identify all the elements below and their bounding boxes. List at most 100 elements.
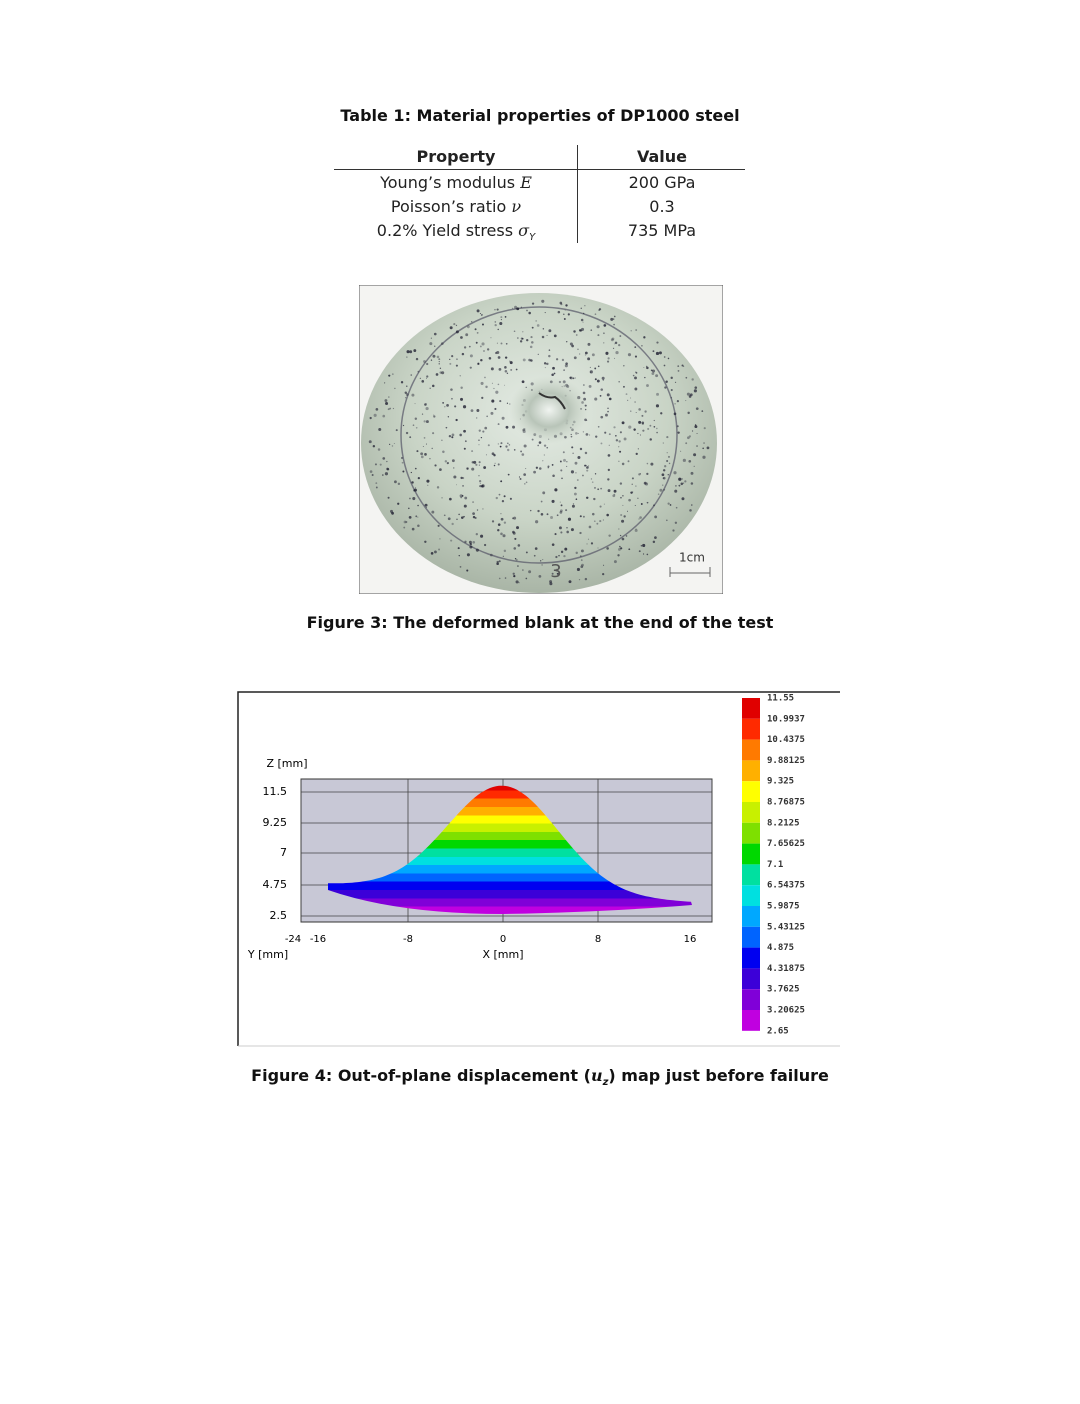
speckle-dot <box>642 553 645 555</box>
speckle-dot <box>441 497 443 499</box>
speckle-dot <box>489 553 493 557</box>
speckle-dot <box>478 480 482 483</box>
speckle-dot <box>499 400 502 403</box>
speckle-dot <box>436 486 440 489</box>
speckle-dot <box>478 461 481 464</box>
speckle-dot <box>378 427 382 431</box>
speckle-dot <box>395 429 398 432</box>
speckle-dot <box>645 365 648 368</box>
speckle-dot <box>468 345 471 348</box>
speckle-dot <box>662 476 666 480</box>
speckle-dot <box>664 465 667 468</box>
speckle-dot <box>368 440 372 444</box>
speckle-dot <box>603 564 605 566</box>
speckle-dot <box>442 401 445 404</box>
speckle-dot <box>491 452 495 456</box>
speckle-dot <box>599 394 602 397</box>
speckle-dot <box>425 377 428 379</box>
speckle-dot <box>681 364 684 367</box>
speckle-dot <box>673 471 677 475</box>
speckle-dot <box>421 413 424 415</box>
speckle-dot <box>630 397 632 399</box>
speckle-dot <box>501 416 505 420</box>
speckle-dot <box>458 554 460 557</box>
speckle-dot <box>693 465 695 467</box>
speckle-dot <box>514 537 517 540</box>
speckle-dot <box>674 521 678 524</box>
speckle-dot <box>594 367 597 370</box>
speckle-dot <box>701 410 704 412</box>
speckle-dot <box>597 334 600 337</box>
speckle-dot <box>498 493 501 496</box>
header-cell: Property <box>416 147 496 166</box>
speckle-dot <box>553 372 556 375</box>
speckle-dot <box>610 338 614 342</box>
speckle-dot <box>674 484 677 487</box>
figure-caption: Figure 3: The deformed blank at the end … <box>306 613 774 632</box>
speckle-dot <box>555 555 558 559</box>
speckle-dot <box>687 411 690 415</box>
legend-label: 7.1 <box>767 860 783 870</box>
speckle-dot <box>371 474 374 477</box>
speckle-dot <box>501 500 505 503</box>
legend-label: 6.54375 <box>767 881 805 891</box>
speckle-dot <box>461 516 464 519</box>
legend: 11.55 10.9937 10.4375 9.88125 9.325 8.76875 8.… <box>742 691 840 1036</box>
speckle-dot <box>402 424 405 427</box>
speckle-dot <box>572 452 574 454</box>
speckle-dot <box>651 372 655 375</box>
speckle-dot <box>386 468 390 471</box>
speckle-dot <box>614 357 616 359</box>
speckle-dot <box>424 540 427 543</box>
speckle-dot <box>573 356 577 360</box>
speckle-dot <box>635 411 637 413</box>
speckle-dot <box>603 324 607 327</box>
speckle-dot <box>497 523 501 526</box>
speckle-dot <box>552 474 555 478</box>
speckle-dot <box>478 439 480 441</box>
speckle-dot <box>673 412 677 416</box>
speckle-dot <box>637 497 639 499</box>
speckle-dot <box>507 442 509 444</box>
legend-swatch <box>742 864 760 886</box>
speckle-dot <box>635 485 637 487</box>
dome <box>509 376 589 444</box>
speckle-dot <box>571 446 574 449</box>
speckle-dot <box>487 444 490 447</box>
speckle-dot <box>462 484 464 487</box>
speckle-dot <box>666 452 668 454</box>
speckle-dot <box>494 351 498 355</box>
speckle-dot <box>613 560 617 564</box>
symbol: E <box>520 173 532 192</box>
speckle-dot <box>500 316 503 319</box>
speckle-dot <box>509 497 512 500</box>
speckle-dot <box>433 332 437 336</box>
speckle-dot <box>481 484 485 488</box>
speckle-dot <box>405 393 409 396</box>
speckle-dot <box>670 397 673 399</box>
z-tick-label: 2.5 <box>270 909 288 922</box>
legend-label: 7.65625 <box>767 839 805 849</box>
speckle-dot <box>541 564 543 566</box>
speckle-dot <box>461 495 464 497</box>
speckle-dot <box>600 388 604 391</box>
speckle-dot <box>500 342 503 345</box>
z-tick-label: 4.75 <box>263 878 288 891</box>
speckle-dot <box>500 480 503 483</box>
subscript: z <box>602 1077 609 1089</box>
speckle-dot <box>506 402 509 404</box>
speckle-dot <box>458 513 460 516</box>
speckle-dot <box>438 363 440 365</box>
speckle-dot <box>630 491 633 494</box>
speckle-dot <box>607 478 610 481</box>
speckle-dot <box>471 450 474 453</box>
speckle-dot <box>612 347 615 350</box>
speckle-dot <box>425 406 429 411</box>
speckle-dot <box>403 526 406 529</box>
speckle-dot <box>515 368 518 371</box>
table-caption: Table 1: Material properties of DP1000 s… <box>340 106 740 125</box>
speckle-dot <box>681 497 685 501</box>
speckle-dot <box>605 413 608 417</box>
speckle-dot <box>434 345 436 347</box>
speckle-dot <box>588 525 592 529</box>
